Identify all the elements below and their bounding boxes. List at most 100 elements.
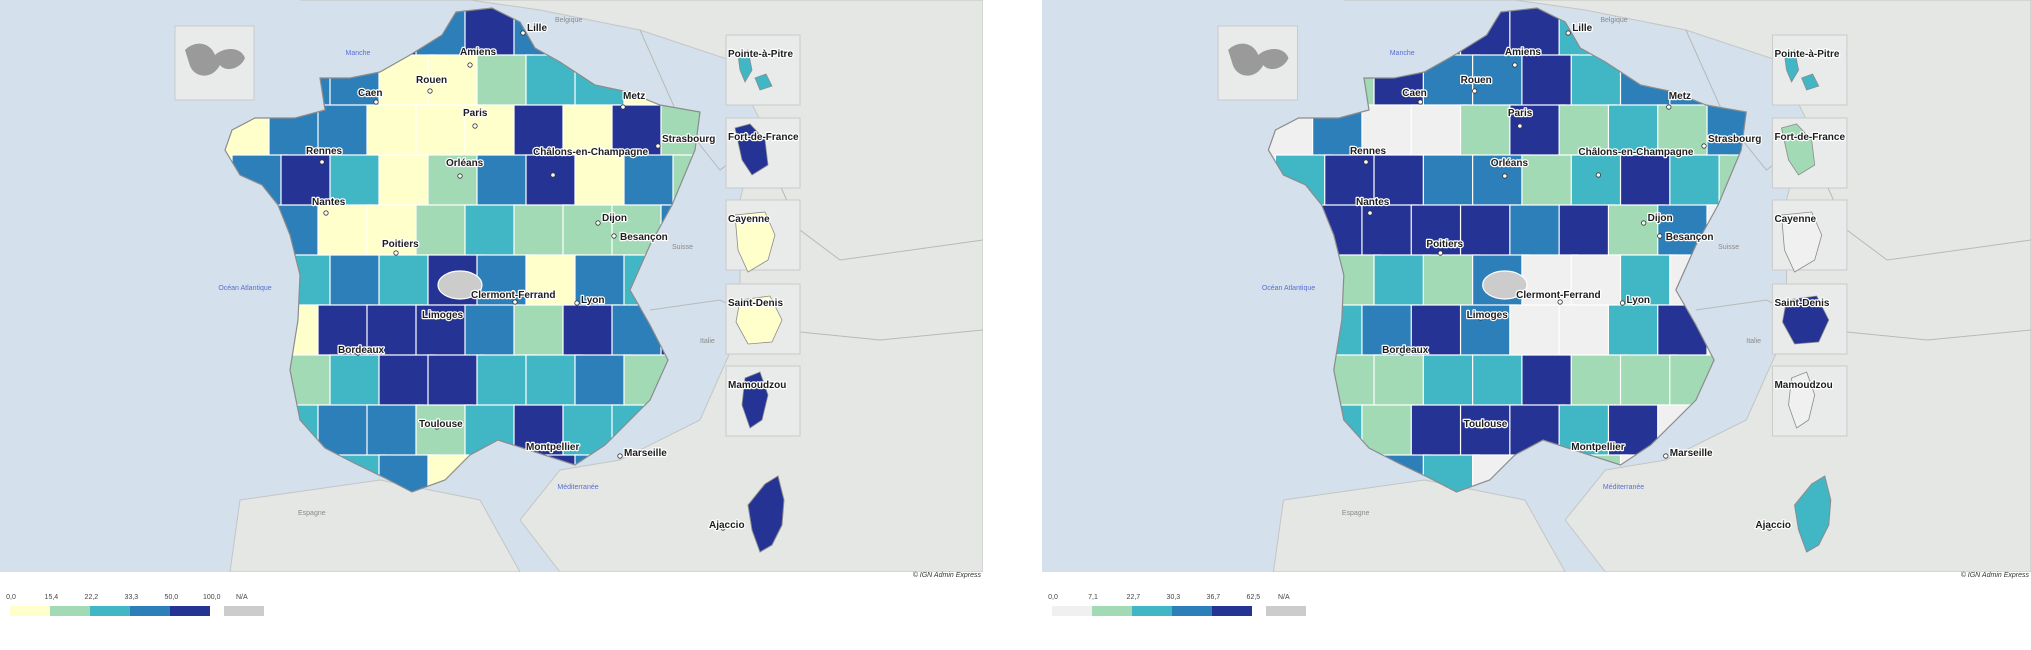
departement-region[interactable] [1558, 204, 1617, 262]
overseas-territory[interactable] [1784, 49, 1820, 91]
city-dot [1595, 172, 1601, 178]
departement-region[interactable] [562, 304, 620, 362]
departement-region[interactable] [415, 304, 473, 362]
departement-region[interactable] [1521, 254, 1579, 312]
departement-region[interactable] [1422, 254, 1481, 312]
departement-na[interactable] [437, 270, 483, 300]
city-label: Bordeaux [338, 345, 385, 356]
departement-na[interactable] [1482, 270, 1528, 300]
departement-region[interactable] [366, 104, 424, 162]
departement-region[interactable] [1558, 104, 1617, 162]
departement-region[interactable] [1521, 154, 1579, 212]
departement-region[interactable] [660, 104, 717, 162]
departement-region[interactable] [574, 354, 632, 412]
departement-region[interactable] [562, 104, 620, 162]
departement-region[interactable] [1558, 404, 1617, 462]
overseas-territory[interactable] [741, 371, 769, 429]
left-choropleth-map[interactable]: Lille Amiens Rouen Caen Paris Metz Châlons-en-… [0, 0, 983, 572]
departement-region[interactable] [1521, 54, 1579, 112]
departement-region[interactable] [415, 404, 473, 462]
departement-region[interactable] [366, 404, 424, 462]
city-dot [617, 453, 623, 459]
departement-region[interactable] [280, 154, 338, 212]
overseas-territory[interactable] [734, 123, 769, 176]
departement-region[interactable] [378, 354, 436, 412]
departement-region[interactable] [427, 354, 485, 412]
overseas-territory[interactable] [1782, 295, 1830, 345]
departement-region[interactable] [415, 204, 473, 262]
departement-region[interactable] [329, 254, 387, 312]
overseas-territory[interactable] [737, 49, 773, 91]
departement-region[interactable] [1459, 204, 1518, 262]
departement-region[interactable] [1410, 404, 1469, 462]
departement-region[interactable] [1361, 304, 1419, 362]
overseas-territory[interactable] [1781, 123, 1816, 176]
departement-region[interactable] [1459, 304, 1518, 362]
right-choropleth-map[interactable]: Lille Amiens Rouen Caen Paris Metz Châlons-en-… [1042, 0, 2031, 572]
departement-region[interactable] [476, 354, 534, 412]
departement-region[interactable] [513, 204, 571, 262]
departement-region[interactable] [1570, 154, 1629, 212]
departement-region[interactable] [623, 154, 681, 212]
departement-region[interactable] [513, 304, 571, 362]
departement-region[interactable] [525, 254, 583, 312]
overseas-territory[interactable] [734, 211, 776, 273]
overseas-territory[interactable] [1788, 371, 1816, 429]
departement-region[interactable] [1472, 354, 1530, 412]
city-label: Paris [463, 108, 488, 119]
departement-region[interactable] [317, 304, 375, 362]
city-dot [1399, 350, 1405, 356]
departement-region[interactable] [464, 204, 522, 262]
departement-region[interactable] [1410, 104, 1469, 162]
departement-region[interactable] [1558, 304, 1617, 362]
departement-region[interactable] [1459, 104, 1518, 162]
legend-break-label: 100,0 [202, 594, 221, 601]
departement-region[interactable] [378, 154, 436, 212]
legend-break-label: 62,5 [1246, 594, 1261, 601]
corsica[interactable] [747, 475, 785, 553]
city-label: Châlons-en-Champagne [1578, 147, 1693, 158]
departement-region[interactable] [1472, 54, 1530, 112]
departement-region[interactable] [329, 354, 387, 412]
overseas-territory[interactable] [1781, 211, 1823, 273]
departement-region[interactable] [1521, 354, 1579, 412]
departement-region[interactable] [1373, 354, 1431, 412]
departement-region[interactable] [1509, 204, 1567, 262]
departement-region[interactable] [317, 204, 375, 262]
departement-region[interactable] [1422, 354, 1481, 412]
departement-region[interactable] [427, 54, 485, 112]
departement-region[interactable] [525, 154, 583, 212]
departement-region[interactable] [1373, 254, 1431, 312]
departement-region[interactable] [1619, 354, 1678, 412]
departement-region[interactable] [317, 104, 375, 162]
departement-region[interactable] [562, 204, 620, 262]
corsica[interactable] [1794, 475, 1832, 553]
departement-region[interactable] [525, 354, 583, 412]
departement-region[interactable] [464, 304, 522, 362]
departement-region[interactable] [1459, 404, 1518, 462]
city-label: Orléans [1491, 158, 1529, 169]
departement-region[interactable] [574, 154, 632, 212]
departement-region[interactable] [1570, 354, 1629, 412]
departement-region[interactable] [1619, 154, 1678, 212]
overseas-territory[interactable] [735, 295, 783, 345]
departement-region[interactable] [476, 154, 534, 212]
departement-region[interactable] [1607, 304, 1666, 362]
departement-region[interactable] [1607, 104, 1666, 162]
departement-region[interactable] [427, 154, 485, 212]
departement-region[interactable] [1422, 154, 1481, 212]
departement-region[interactable] [1706, 104, 1763, 162]
departement-region[interactable] [378, 254, 436, 312]
departement-region[interactable] [415, 104, 473, 162]
departement-region[interactable] [476, 54, 534, 112]
city-label: Marseille [1670, 448, 1713, 459]
departement-region[interactable] [1509, 304, 1567, 362]
departement-region[interactable] [476, 254, 534, 312]
overseas-inset [1771, 34, 1848, 106]
departement-region[interactable] [1570, 254, 1629, 312]
departement-region[interactable] [1373, 154, 1431, 212]
departement-region[interactable] [1472, 154, 1530, 212]
departement-region[interactable] [1669, 154, 1727, 212]
city-label: Amiens [460, 47, 497, 58]
city-label: Ajaccio [1755, 520, 1791, 531]
